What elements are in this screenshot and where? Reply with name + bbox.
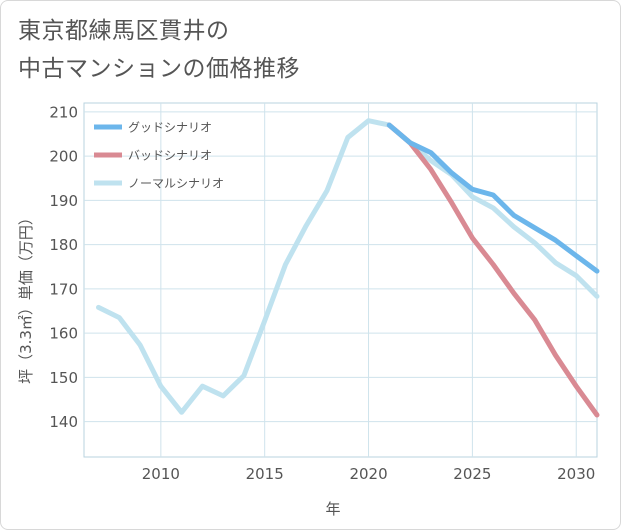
- x-tick-label-2030: 2030: [557, 465, 595, 483]
- y-axis-title: 坪（3.3㎡）単価（万円）: [17, 210, 35, 384]
- x-tick-label-2015: 2015: [246, 465, 284, 483]
- y-axis-ticks: 140 150 160 170 180 190 200 210: [49, 103, 78, 431]
- y-tick-label-140: 140: [49, 413, 78, 431]
- y-tick-label-170: 170: [49, 280, 78, 298]
- x-tick-label-2025: 2025: [453, 465, 491, 483]
- series-line-1: [386, 122, 600, 274]
- series-line-3: [96, 118, 600, 415]
- x-tick-label-2020: 2020: [349, 465, 387, 483]
- x-axis-title: 年: [325, 500, 340, 518]
- y-tick-label-190: 190: [49, 192, 78, 210]
- y-tick-label-180: 180: [49, 236, 78, 254]
- y-tick-label-160: 160: [49, 325, 78, 343]
- plot-border: [83, 102, 598, 458]
- series-lines: [96, 118, 600, 418]
- x-axis-ticks: 2010 2015 2020 2025 2030: [142, 465, 596, 483]
- grid: [83, 102, 598, 458]
- legend-label-2: バッドシナリオ: [128, 149, 212, 163]
- y-tick-label-200: 200: [49, 148, 78, 166]
- legend-label-1: グッドシナリオ: [128, 121, 212, 135]
- y-tick-label-150: 150: [49, 369, 78, 387]
- legend-label-3: ノーマルシナリオ: [128, 177, 224, 191]
- chart-title: 東京都練馬区貫井の 中古マンションの価格推移: [18, 18, 300, 82]
- series-line-2: [386, 122, 600, 418]
- x-tick-label-2010: 2010: [142, 465, 180, 483]
- y-tick-label-210: 210: [49, 103, 78, 121]
